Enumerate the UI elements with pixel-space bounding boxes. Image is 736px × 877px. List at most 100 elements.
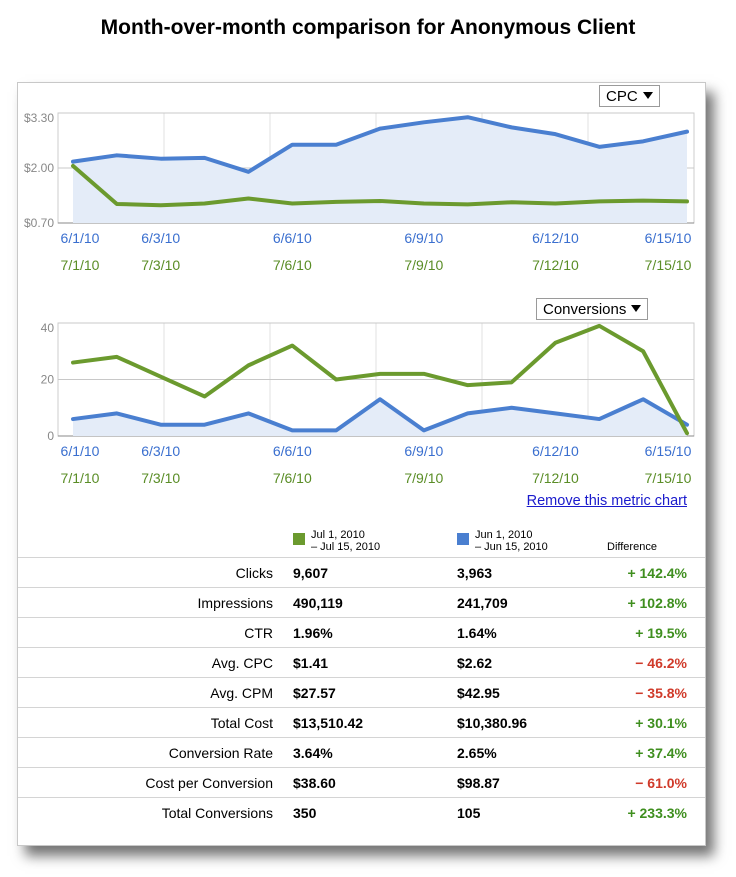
table-row: Impressions 490,119 241,709 + 102.8% <box>18 587 705 618</box>
current-value: 9,607 <box>293 557 457 588</box>
x-tick-label-previous: 6/12/10 <box>532 443 579 459</box>
difference-value: − 61.0% <box>607 767 705 798</box>
metric-label: Clicks <box>18 557 293 588</box>
metric-label: CTR <box>18 617 293 648</box>
header-difference: Difference <box>607 541 657 553</box>
y-tick-label: $3.30 <box>24 111 54 125</box>
table-row: Clicks 9,607 3,963 + 142.4% <box>18 557 705 588</box>
y-tick-label: $2.00 <box>24 161 54 175</box>
x-tick-label-current: 7/1/10 <box>61 257 100 273</box>
previous-value: $2.62 <box>457 647 607 678</box>
x-tick-label-current: 7/3/10 <box>141 470 180 486</box>
difference-value: + 142.4% <box>607 557 705 588</box>
x-tick-label-previous: 6/12/10 <box>532 230 579 246</box>
x-tick-label-previous: 6/15/10 <box>645 443 692 459</box>
y-tick-label: 20 <box>41 373 55 387</box>
previous-value: 3,963 <box>457 557 607 588</box>
x-tick-label-previous: 6/1/10 <box>61 443 100 459</box>
y-tick-label: 0 <box>47 429 54 443</box>
x-tick-label-current: 7/6/10 <box>273 470 312 486</box>
table-header-row: Jul 1, 2010– Jul 15, 2010 Jun 1, 2010– J… <box>18 529 705 558</box>
area-fill-previous <box>73 399 687 436</box>
x-tick-label-previous: 6/9/10 <box>404 230 443 246</box>
table-row: Avg. CPC $1.41 $2.62− 46.2% <box>18 647 705 678</box>
report-card: $3.30 $2.00 $0.70 6/1/10 7/1/10 6/3/10 7/3/10 6… <box>17 82 706 846</box>
x-tick-label-current: 7/1/10 <box>61 470 100 486</box>
header-spacer <box>18 529 293 558</box>
current-value: 1.96% <box>293 617 457 648</box>
table-row: Total Cost $13,510.42 $10,380.96 + 30.1% <box>18 707 705 738</box>
previous-value: $98.87 <box>457 767 607 798</box>
comparison-table: Jul 1, 2010– Jul 15, 2010 Jun 1, 2010– J… <box>18 529 705 827</box>
x-tick-label-current: 7/12/10 <box>532 470 579 486</box>
y-tick-label: 40 <box>41 321 55 335</box>
metric-select-conversions[interactable]: Conversions <box>536 298 649 320</box>
y-tick-label: $0.70 <box>24 216 54 230</box>
difference-value: − 46.2% <box>607 647 705 678</box>
current-range-end: – Jul 15, 2010 <box>311 541 381 553</box>
previous-value: $10,380.96 <box>457 707 607 738</box>
metric-label: Conversion Rate <box>18 737 293 768</box>
dropdown-arrow-icon <box>631 305 642 312</box>
difference-value: + 19.5% <box>607 617 705 648</box>
remove-metric-chart-link[interactable]: Remove this metric chart <box>526 493 687 509</box>
x-tick-label-current: 7/9/10 <box>404 257 443 273</box>
x-tick-label-current: 7/9/10 <box>404 470 443 486</box>
current-value: 490,119 <box>293 587 457 618</box>
table-row: Conversion Rate 3.64% 2.65% + 37.4% <box>18 737 705 768</box>
table-body: Clicks 9,607 3,963 + 142.4% Impressions 490,1… <box>18 557 705 827</box>
current-value: $27.57 <box>293 677 457 708</box>
current-value: $13,510.42 <box>293 707 457 738</box>
previous-range-start: Jun 1, 2010 <box>475 529 533 541</box>
x-tick-label-current: 7/12/10 <box>532 257 579 273</box>
previous-value: 2.65% <box>457 737 607 768</box>
x-tick-label-previous: 6/6/10 <box>273 230 312 246</box>
header-previous-range: Jun 1, 2010– Jun 15, 2010 <box>457 529 607 558</box>
x-tick-label-previous: 6/3/10 <box>141 230 180 246</box>
x-tick-label-current: 7/15/10 <box>645 470 692 486</box>
current-range-start: Jul 1, 2010 <box>311 529 365 541</box>
table-row: Total Conversions 350 105 + 233.3% <box>18 797 705 827</box>
table-row: Avg. CPM $27.57 $42.95− 35.8% <box>18 677 705 708</box>
x-tick-label-current: 7/6/10 <box>273 257 312 273</box>
metric-label: Total Conversions <box>18 797 293 827</box>
x-tick-label-current: 7/3/10 <box>141 257 180 273</box>
x-tick-label-previous: 6/9/10 <box>404 443 443 459</box>
x-tick-label-current: 7/15/10 <box>645 257 692 273</box>
x-tick-label-previous: 6/3/10 <box>141 443 180 459</box>
header-current-range: Jul 1, 2010– Jul 15, 2010 <box>293 529 457 558</box>
current-value: 350 <box>293 797 457 827</box>
metric-label: Impressions <box>18 587 293 618</box>
series-line-previous <box>71 115 689 174</box>
charts-canvas: $3.30 $2.00 $0.70 6/1/10 7/1/10 6/3/10 7/3/10 6… <box>24 111 695 486</box>
x-tick-label-previous: 6/6/10 <box>273 443 312 459</box>
dropdown-arrow-icon <box>642 92 653 99</box>
x-tick-label-previous: 6/15/10 <box>645 230 692 246</box>
difference-value: − 35.8% <box>607 677 705 708</box>
metric-select-cpc[interactable]: CPC <box>599 85 660 107</box>
series-line-current <box>71 163 689 208</box>
current-value: $38.60 <box>293 767 457 798</box>
table-row: CTR 1.96% 1.64% + 19.5% <box>18 617 705 648</box>
metric-select-label: CPC <box>606 88 638 105</box>
current-swatch-icon <box>293 532 305 545</box>
previous-value: 105 <box>457 797 607 827</box>
current-value: $1.41 <box>293 647 457 678</box>
difference-value: + 30.1% <box>607 707 705 738</box>
table-row: Cost per Conversion $38.60 $98.87− 61.0% <box>18 767 705 798</box>
page-title: Month-over-month comparison for Anonymou… <box>100 16 636 39</box>
previous-value: 1.64% <box>457 617 607 648</box>
series-line-current <box>71 323 689 436</box>
metric-label: Avg. CPM <box>18 677 293 708</box>
metric-label: Avg. CPC <box>18 647 293 678</box>
metric-label: Total Cost <box>18 707 293 738</box>
difference-value: + 37.4% <box>607 737 705 768</box>
previous-value: $42.95 <box>457 677 607 708</box>
metric-select-label: Conversions <box>543 301 627 318</box>
series-line-previous <box>71 397 689 433</box>
difference-value: + 233.3% <box>607 797 705 827</box>
previous-swatch-icon <box>457 532 469 545</box>
metric-label: Cost per Conversion <box>18 767 293 798</box>
area-fill-previous <box>73 117 687 223</box>
previous-value: 241,709 <box>457 587 607 618</box>
